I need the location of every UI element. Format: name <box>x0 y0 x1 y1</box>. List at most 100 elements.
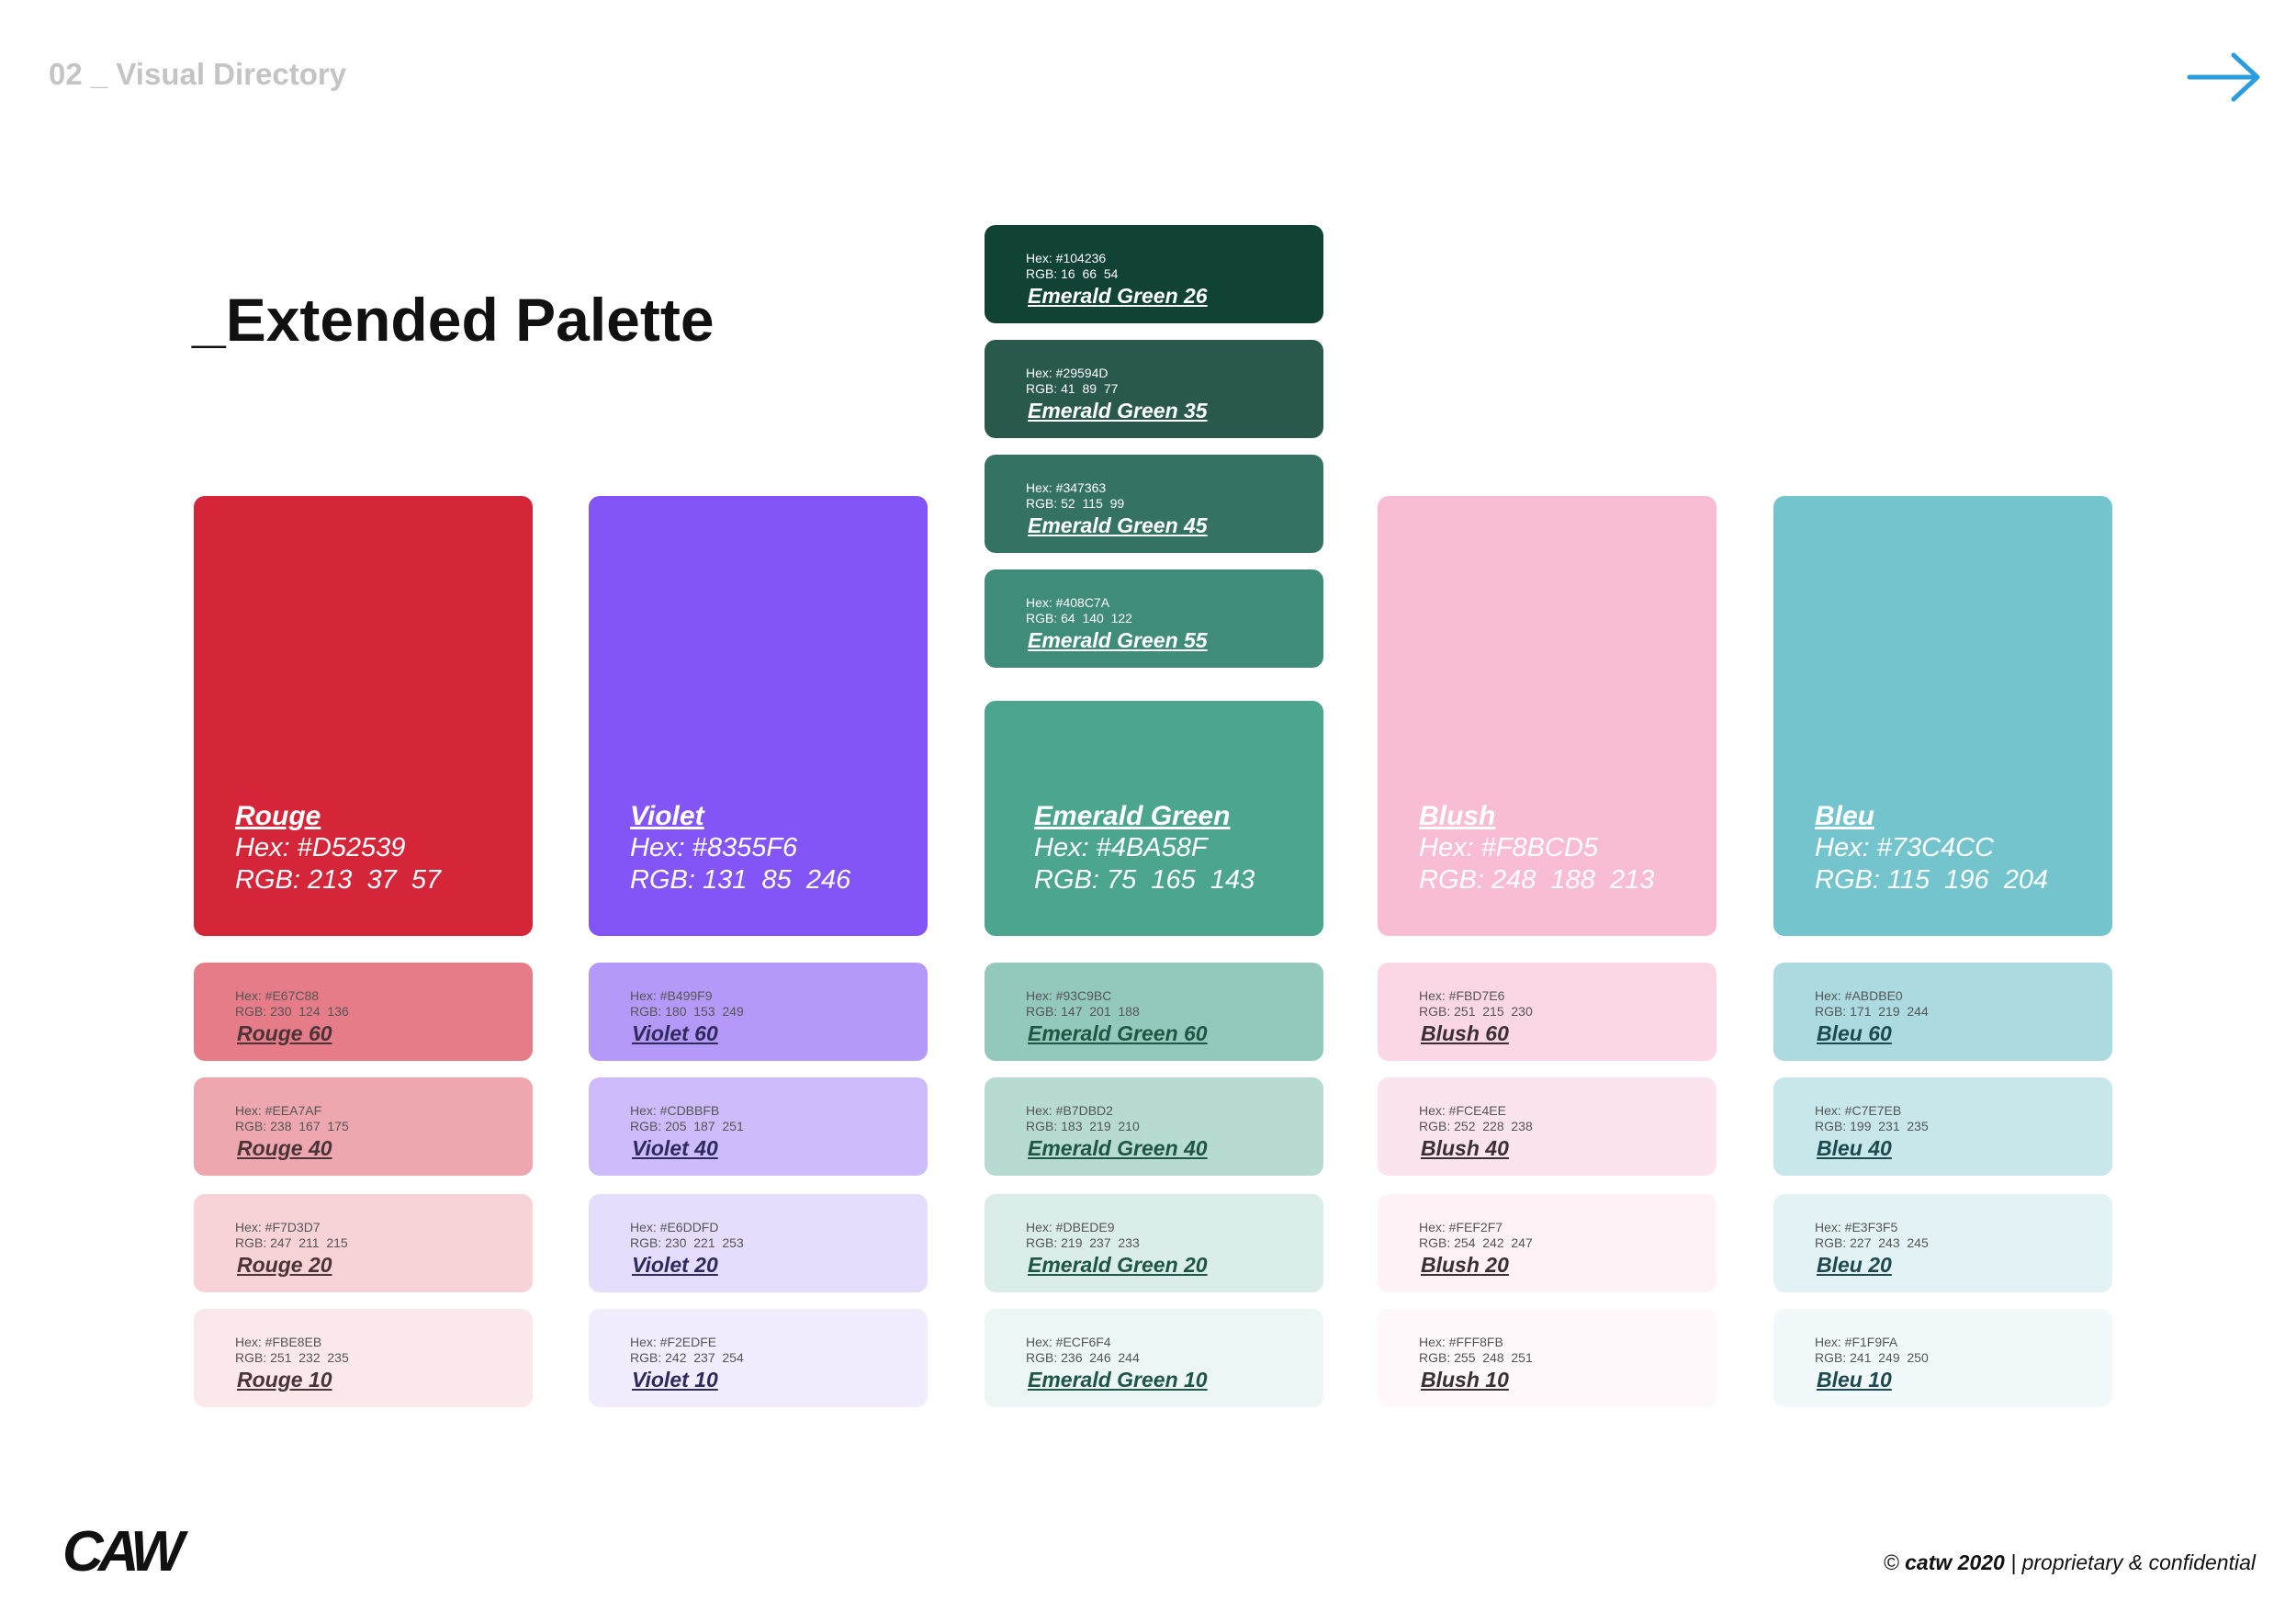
hex-code: Hex: #FCE4EE <box>1419 1103 1506 1118</box>
color-swatch: Hex: #DBEDE9 RGB: 219 237 233 Emerald Gree… <box>985 1194 1323 1292</box>
swatch-name: Violet <box>630 801 704 831</box>
hex-code: Hex: #FFF8FB <box>1419 1335 1503 1349</box>
footer-text: | proprietary & confidential <box>2010 1550 2256 1574</box>
hex-code: Hex: #104236 <box>1026 251 1107 265</box>
color-swatch: Hex: #FCE4EE RGB: 252 228 238 Blush 40 <box>1378 1077 1716 1176</box>
rgb-code: RGB: 131 85 246 <box>630 865 851 895</box>
swatch-name: Rouge 10 <box>237 1368 332 1392</box>
swatch-name: Bleu <box>1815 801 1875 831</box>
main-swatch: Bleu Hex: #73C4CC RGB: 115 196 204 <box>1773 496 2112 936</box>
color-swatch: Hex: #F2EDFE RGB: 242 237 254 Violet 10 <box>589 1309 928 1407</box>
rgb-code: RGB: 254 242 247 <box>1419 1235 1533 1250</box>
swatch-name: Blush 10 <box>1421 1368 1509 1392</box>
swatch-name: Rouge <box>235 801 321 831</box>
swatch-name: Emerald Green 55 <box>1028 628 1208 652</box>
color-swatch: Hex: #29594D RGB: 41 89 77 Emerald Green 3… <box>985 340 1323 438</box>
hex-code: Hex: #29594D <box>1026 366 1109 380</box>
color-swatch: Hex: #FBE8EB RGB: 251 232 235 Rouge 10 <box>194 1309 533 1407</box>
rgb-code: RGB: 252 228 238 <box>1419 1119 1533 1133</box>
swatch-name: Violet 40 <box>632 1136 718 1160</box>
swatch-name: Violet 20 <box>632 1253 718 1277</box>
rgb-code: RGB: 242 237 254 <box>630 1350 744 1365</box>
rgb-code: RGB: 227 243 245 <box>1815 1235 1929 1250</box>
hex-code: Hex: #FEF2F7 <box>1419 1220 1503 1234</box>
color-swatch: Hex: #E6DDFD RGB: 230 221 253 Violet 20 <box>589 1194 928 1292</box>
rgb-code: RGB: 180 153 249 <box>630 1004 744 1019</box>
hex-code: Hex: #93C9BC <box>1026 988 1112 1003</box>
swatch-name: Bleu 40 <box>1817 1136 1892 1160</box>
rgb-code: RGB: 251 215 230 <box>1419 1004 1533 1019</box>
logo: CAW <box>62 1520 185 1584</box>
color-swatch: Hex: #F1F9FA RGB: 241 249 250 Bleu 10 <box>1773 1309 2112 1407</box>
color-swatch: Hex: #E67C88 RGB: 230 124 136 Rouge 60 <box>194 963 533 1061</box>
hex-code: Hex: #B7DBD2 <box>1026 1103 1113 1118</box>
brand: catw 2020 <box>1905 1550 2005 1574</box>
swatch-name: Bleu 60 <box>1817 1021 1892 1045</box>
color-swatch: Hex: #EEA7AF RGB: 238 167 175 Rouge 40 <box>194 1077 533 1176</box>
hex-code: Hex: #CDBBFB <box>630 1103 720 1118</box>
hex-code: Hex: #D52539 <box>235 833 406 862</box>
rgb-code: RGB: 213 37 57 <box>235 865 442 895</box>
color-swatch: Hex: #ABDBE0 RGB: 171 219 244 Bleu 60 <box>1773 963 2112 1061</box>
swatch-name: Rouge 20 <box>237 1253 332 1277</box>
hex-code: Hex: #4BA58F <box>1034 833 1208 862</box>
hex-code: Hex: #E6DDFD <box>630 1220 719 1234</box>
hex-code: Hex: #EEA7AF <box>235 1103 322 1118</box>
swatch-name: Emerald Green 26 <box>1028 284 1208 308</box>
rgb-code: RGB: 41 89 77 <box>1026 381 1119 396</box>
color-swatch: Hex: #408C7A RGB: 64 140 122 Emerald Green… <box>985 569 1323 668</box>
hex-code: Hex: #8355F6 <box>630 833 798 862</box>
hex-code: Hex: #FBE8EB <box>235 1335 322 1349</box>
rgb-code: RGB: 255 248 251 <box>1419 1350 1533 1365</box>
swatch-name: Violet 60 <box>632 1021 718 1045</box>
hex-code: Hex: #E3F3F5 <box>1815 1220 1898 1234</box>
rgb-code: RGB: 147 201 188 <box>1026 1004 1140 1019</box>
hex-code: Hex: #FBD7E6 <box>1419 988 1505 1003</box>
color-swatch: Hex: #104236 RGB: 16 66 54 Emerald Green 2… <box>985 225 1323 323</box>
hex-code: Hex: #C7E7EB <box>1815 1103 1902 1118</box>
section-label: 02 _ Visual Directory <box>49 57 347 91</box>
page-title: _Extended Palette <box>192 286 715 354</box>
color-swatch: Hex: #CDBBFB RGB: 205 187 251 Violet 40 <box>589 1077 928 1176</box>
color-swatch: Hex: #FEF2F7 RGB: 254 242 247 Blush 20 <box>1378 1194 1716 1292</box>
copyright: © <box>1883 1550 1899 1574</box>
color-swatch: Hex: #93C9BC RGB: 147 201 188 Emerald Gree… <box>985 963 1323 1061</box>
swatch-name: Bleu 20 <box>1817 1253 1892 1277</box>
rgb-code: RGB: 251 232 235 <box>235 1350 349 1365</box>
swatch-name: Rouge 40 <box>237 1136 332 1160</box>
rgb-code: RGB: 16 66 54 <box>1026 266 1119 281</box>
rgb-code: RGB: 236 246 244 <box>1026 1350 1140 1365</box>
rgb-code: RGB: 247 211 215 <box>235 1235 348 1250</box>
rgb-code: RGB: 219 237 233 <box>1026 1235 1140 1250</box>
color-swatch: Hex: #B7DBD2 RGB: 183 219 210 Emerald Gree… <box>985 1077 1323 1176</box>
rgb-code: RGB: 183 219 210 <box>1026 1119 1140 1133</box>
color-swatch: Hex: #C7E7EB RGB: 199 231 235 Bleu 40 <box>1773 1077 2112 1176</box>
rgb-code: RGB: 248 188 213 <box>1419 865 1655 895</box>
swatch-name: Emerald Green 40 <box>1028 1136 1208 1160</box>
hex-code: Hex: #F1F9FA <box>1815 1335 1898 1349</box>
rgb-code: RGB: 52 115 99 <box>1026 496 1125 511</box>
hex-code: Hex: #DBEDE9 <box>1026 1220 1115 1234</box>
color-swatch: Hex: #E3F3F5 RGB: 227 243 245 Bleu 20 <box>1773 1194 2112 1292</box>
rgb-code: RGB: 115 196 204 <box>1815 865 2049 895</box>
swatch-name: Violet 10 <box>632 1368 718 1392</box>
rgb-code: RGB: 171 219 244 <box>1815 1004 1929 1019</box>
main-swatch: Emerald Green Hex: #4BA58F RGB: 75 165 143 <box>985 701 1323 936</box>
swatch-name: Blush <box>1419 801 1496 831</box>
rgb-code: RGB: 75 165 143 <box>1034 865 1255 895</box>
swatch-name: Blush 40 <box>1421 1136 1509 1160</box>
color-swatch: Hex: #FBD7E6 RGB: 251 215 230 Blush 60 <box>1378 963 1716 1061</box>
rgb-code: RGB: 230 221 253 <box>630 1235 744 1250</box>
color-swatch: Hex: #F7D3D7 RGB: 247 211 215 Rouge 20 <box>194 1194 533 1292</box>
rgb-code: RGB: 241 249 250 <box>1815 1350 1929 1365</box>
rgb-code: RGB: 238 167 175 <box>235 1119 349 1133</box>
color-swatch: Hex: #FFF8FB RGB: 255 248 251 Blush 10 <box>1378 1309 1716 1407</box>
main-swatch: Blush Hex: #F8BCD5 RGB: 248 188 213 <box>1378 496 1716 936</box>
hex-code: Hex: #F7D3D7 <box>235 1220 321 1234</box>
hex-code: Hex: #347363 <box>1026 480 1107 495</box>
swatch-name: Emerald Green 45 <box>1028 513 1208 537</box>
next-arrow[interactable] <box>2186 51 2265 103</box>
hex-code: Hex: #ABDBE0 <box>1815 988 1903 1003</box>
main-swatch: Violet Hex: #8355F6 RGB: 131 85 246 <box>589 496 928 936</box>
